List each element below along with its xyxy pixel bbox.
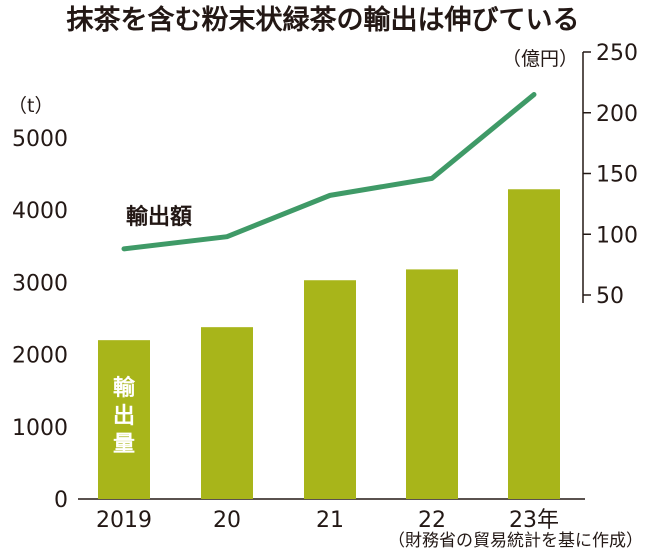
right-tick-label-1: 100	[596, 223, 638, 248]
line-path	[121, 92, 537, 252]
x-tick-label-2: 21	[316, 508, 344, 533]
right-axis-ticks: 50 100 150 200 250	[583, 41, 638, 309]
bar-label-char-2: 量	[113, 432, 135, 457]
x-tick-label-4: 23年	[509, 508, 559, 533]
bar-label-char-0: 輸	[113, 375, 136, 401]
left-tick-label-5: 5000	[12, 127, 68, 152]
bar-4	[508, 189, 560, 499]
line-series-label: 輸出額	[126, 204, 192, 230]
source-note: （財務省の貿易統計を基に作成）	[388, 531, 643, 551]
x-tick-label-0: 2019	[96, 508, 152, 533]
left-tick-label-3: 3000	[12, 271, 68, 296]
bar-3	[406, 269, 458, 499]
bar-1	[201, 327, 253, 499]
right-tick-label-2: 150	[596, 163, 638, 188]
x-axis-ticks: 2019 20 21 22 23年	[96, 508, 559, 533]
left-tick-label-2: 2000	[12, 344, 68, 369]
right-tick-label-3: 200	[596, 102, 638, 127]
bar-series-exports-volume	[98, 189, 560, 499]
bar-2	[304, 280, 356, 499]
bar-label-char-1: 出	[113, 404, 135, 429]
right-tick-label-0: 50	[596, 284, 624, 309]
x-tick-label-1: 20	[213, 508, 241, 533]
line-series-exports-value	[121, 92, 537, 252]
left-tick-label-4: 4000	[12, 199, 68, 224]
left-axis-unit: （t）	[8, 95, 53, 117]
right-tick-label-4: 250	[596, 41, 638, 66]
bar-0	[98, 340, 150, 499]
chart-title: 抹茶を含む粉末状緑茶の輸出は伸びている	[67, 4, 580, 36]
left-tick-label-0: 0	[54, 488, 68, 513]
bar-series-label: 輸出量	[113, 375, 136, 457]
right-axis-unit: （億円）	[502, 48, 578, 70]
left-axis-ticks: 0 1000 2000 3000 4000 5000	[12, 127, 68, 513]
x-tick-label-3: 22	[418, 508, 446, 533]
left-tick-label-1: 1000	[12, 416, 68, 441]
